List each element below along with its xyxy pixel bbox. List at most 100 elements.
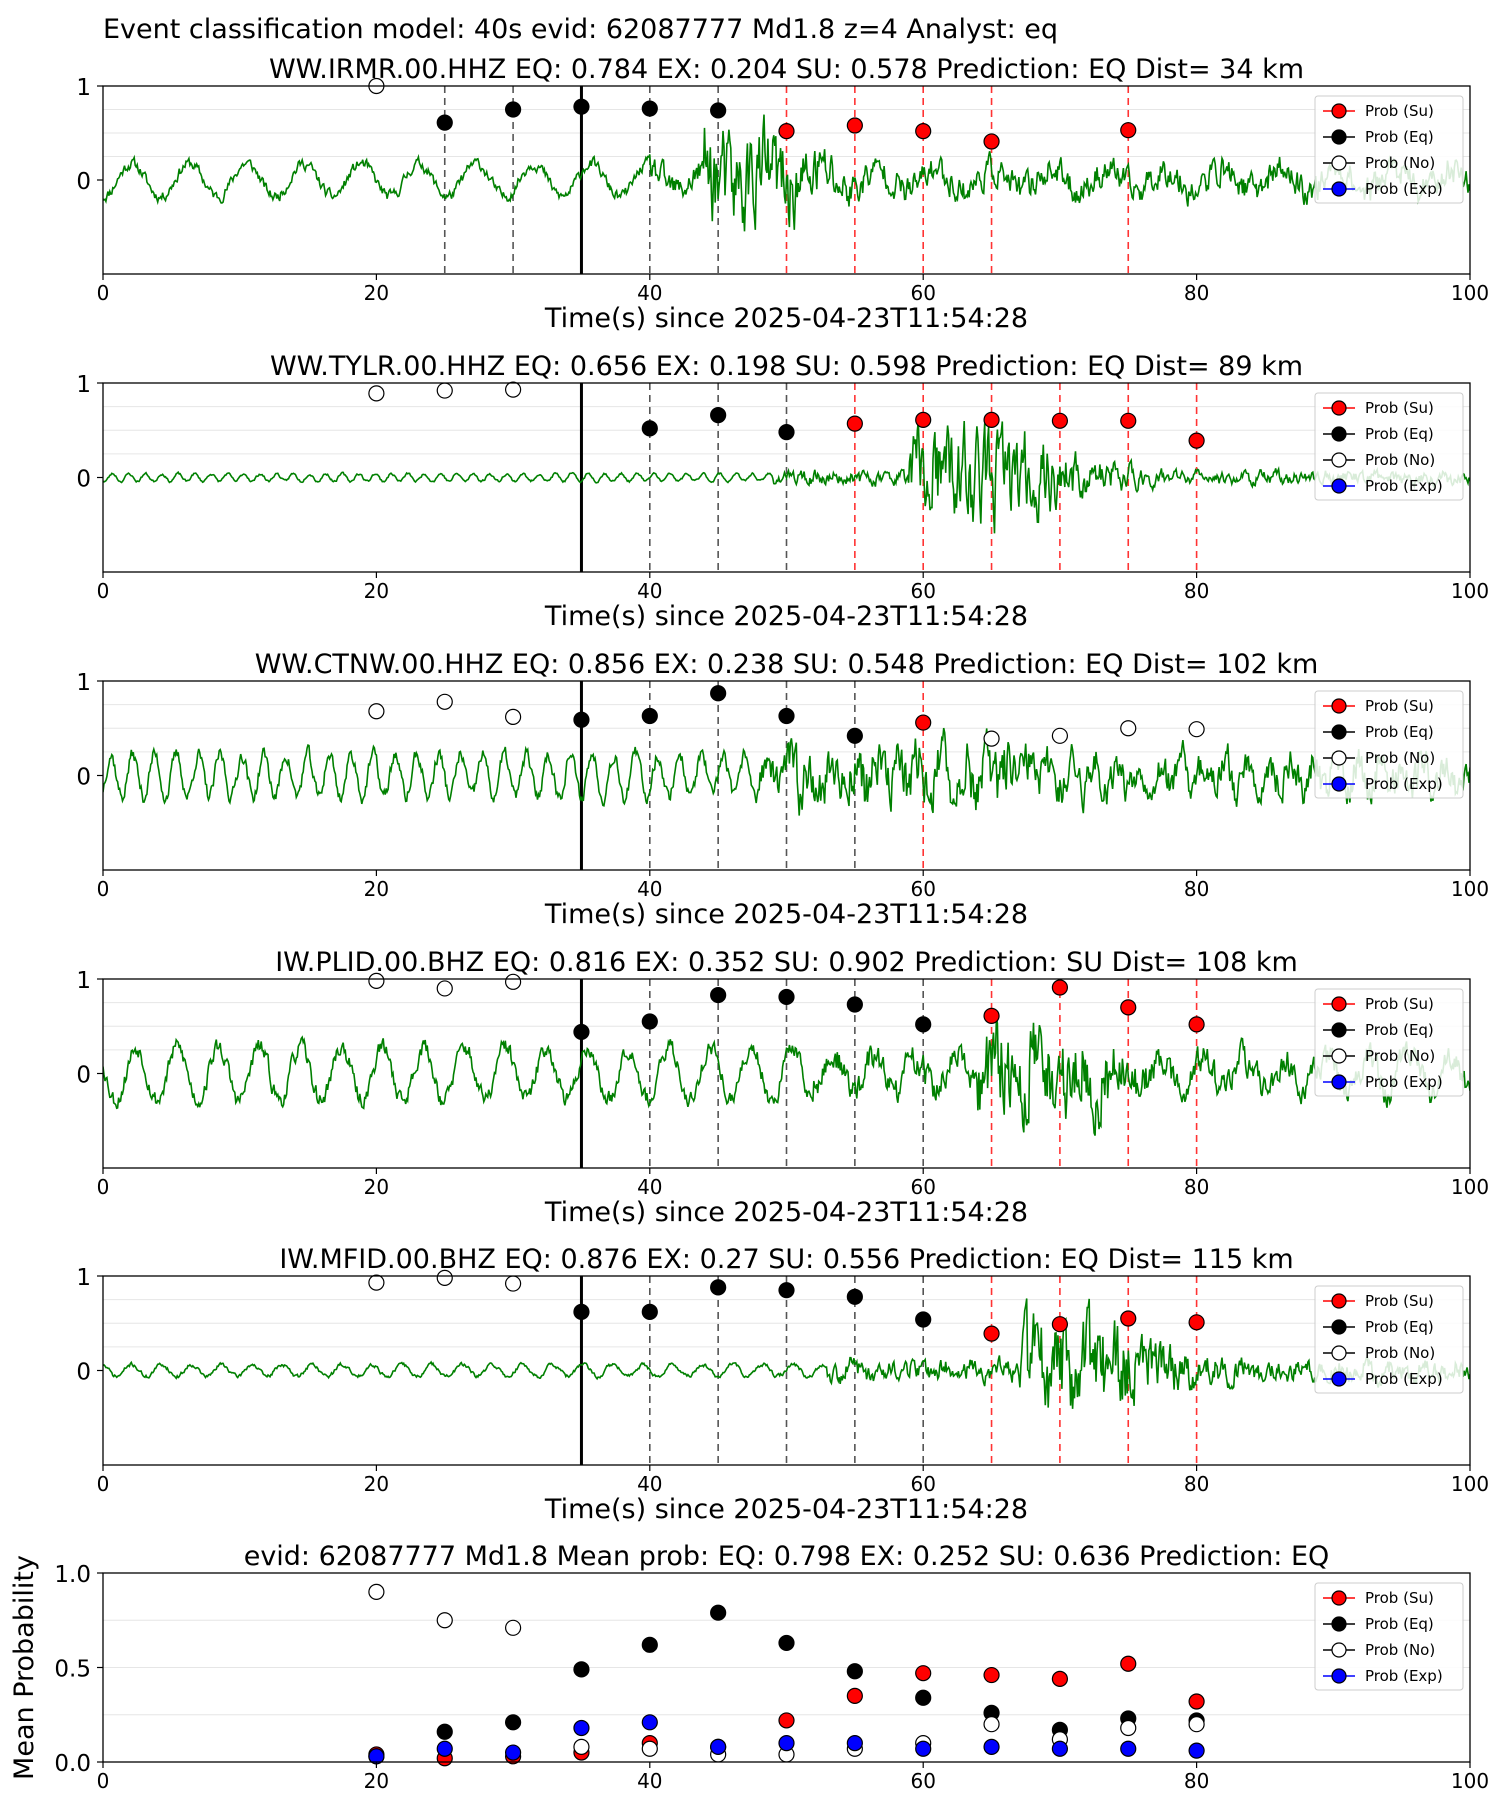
legend-frame <box>1314 988 1464 1097</box>
prob-point-no <box>368 703 385 720</box>
prob-point-su <box>846 415 863 432</box>
x-tick-label: 60 <box>910 579 935 603</box>
x-tick-label: 100 <box>1451 281 1489 305</box>
x-axis-label: Time(s) since 2025-04-23T11:54:28 <box>544 303 1028 334</box>
prob-point-su <box>983 133 1000 150</box>
legend: Prob (Su) Prob (Eq) Prob (No) Prob (Exp) <box>1314 95 1464 204</box>
prob-point-su <box>1051 412 1069 429</box>
x-tick-label: 100 <box>1451 1472 1489 1496</box>
legend-label-su: Prob (Su) <box>1365 399 1434 417</box>
prob-point-eq <box>710 986 727 1004</box>
prob-point-no <box>1120 720 1137 737</box>
x-tick-label: 20 <box>364 281 389 305</box>
chart-panel-2: WW.TYLR.00.HHZ EQ: 0.656 EX: 0.198 SU: 0… <box>76 351 1489 632</box>
prob-point-eq <box>573 711 590 728</box>
chart-panel-3: WW.CTNW.00.HHZ EQ: 0.856 EX: 0.238 SU: 0… <box>76 649 1489 930</box>
prob-point-no <box>368 1274 385 1291</box>
mean-prob-point-eq <box>436 1723 453 1740</box>
x-tick-label: 60 <box>910 1472 935 1496</box>
legend-marker-exp <box>1331 1074 1347 1090</box>
legend-label-su: Prob (Su) <box>1365 995 1434 1013</box>
y-tick-label: 0 <box>76 1063 91 1089</box>
legend-marker-no <box>1331 1048 1347 1064</box>
legend-label-exp: Prob (Exp) <box>1365 477 1443 495</box>
y-tick-label: 1 <box>76 968 91 994</box>
prob-point-no <box>436 980 453 997</box>
prob-point-eq <box>778 424 795 441</box>
legend-marker-eq <box>1331 1022 1347 1038</box>
prob-point-eq <box>710 1279 727 1296</box>
legend-marker-exp <box>1331 1668 1347 1684</box>
legend: Prob (Su) Prob (Eq) Prob (No) Prob (Exp) <box>1314 690 1464 799</box>
legend-label-eq: Prob (Eq) <box>1365 128 1434 146</box>
x-tick-label: 60 <box>910 1769 935 1793</box>
legend-marker-eq <box>1331 129 1347 145</box>
legend: Prob (Su) Prob (Eq) Prob (No) Prob (Exp) <box>1314 1285 1464 1394</box>
prob-point-su <box>1188 432 1205 449</box>
x-tick-label: 0 <box>97 579 110 603</box>
prob-point-su <box>915 714 932 731</box>
prob-point-eq <box>778 1282 795 1299</box>
panel-title: evid: 62087777 Md1.8 Mean prob: EQ: 0.79… <box>244 1541 1330 1572</box>
prob-point-eq <box>846 996 863 1013</box>
mean-prob-point-exp <box>436 1740 453 1757</box>
legend-marker-no <box>1331 1642 1347 1658</box>
mean-prob-point-su <box>846 1687 863 1704</box>
mean-prob-point-no <box>1188 1716 1205 1733</box>
mean-prob-point-su <box>983 1666 1000 1684</box>
mean-prob-point-eq <box>504 1714 522 1731</box>
mean-prob-point-exp <box>983 1738 1000 1755</box>
x-tick-label: 20 <box>364 1472 389 1496</box>
legend-label-su: Prob (Su) <box>1365 697 1434 715</box>
legend-label-eq: Prob (Eq) <box>1365 723 1434 741</box>
prob-point-su <box>1051 979 1069 996</box>
legend-label-eq: Prob (Eq) <box>1365 1318 1434 1336</box>
chart-panel-6: evid: 62087777 Md1.8 Mean prob: EQ: 0.79… <box>9 1541 1489 1793</box>
legend-marker-su <box>1331 1293 1347 1309</box>
prob-point-eq <box>710 685 727 702</box>
legend-marker-no <box>1331 452 1347 468</box>
waveform-trace <box>103 114 1470 232</box>
legend-marker-su <box>1331 996 1347 1012</box>
x-tick-label: 40 <box>637 877 662 901</box>
legend-marker-eq <box>1331 1319 1347 1335</box>
y-tick-label: 1.0 <box>54 1562 91 1588</box>
mean-prob-point-no <box>504 1619 522 1636</box>
panels: WW.IRMR.00.HHZ EQ: 0.784 EX: 0.204 SU: 0… <box>9 54 1489 1793</box>
mean-prob-point-no <box>983 1716 1000 1733</box>
prob-point-eq <box>573 1023 590 1041</box>
y-tick-label: 0 <box>76 467 91 493</box>
legend-marker-su <box>1331 103 1347 119</box>
x-axis-label: Time(s) since 2025-04-23T11:54:28 <box>544 1494 1028 1525</box>
prob-point-no <box>504 973 522 990</box>
legend-marker-eq <box>1331 426 1347 442</box>
prob-point-eq <box>641 1013 658 1030</box>
prob-point-eq <box>641 420 658 437</box>
legend-label-exp: Prob (Exp) <box>1365 1667 1443 1685</box>
prob-point-no <box>1188 721 1205 738</box>
legend-marker-su <box>1331 1590 1347 1606</box>
y-tick-label: 1 <box>76 75 91 101</box>
legend-marker-exp <box>1331 1371 1347 1387</box>
x-tick-label: 0 <box>97 1175 110 1199</box>
x-tick-label: 20 <box>364 1769 389 1793</box>
panel-title: IW.PLID.00.BHZ EQ: 0.816 EX: 0.352 SU: 0… <box>275 947 1298 978</box>
y-axis-label: Mean Probability <box>9 1555 40 1780</box>
waveform-trace <box>103 1298 1470 1409</box>
legend-frame <box>1314 1582 1464 1691</box>
plot-area <box>103 1276 1470 1465</box>
legend-label-no: Prob (No) <box>1365 1641 1435 1659</box>
mean-prob-point-exp <box>778 1734 795 1752</box>
x-tick-label: 100 <box>1451 1769 1489 1793</box>
chart-panel-1: WW.IRMR.00.HHZ EQ: 0.784 EX: 0.204 SU: 0… <box>76 54 1489 334</box>
plot-area <box>103 383 1470 572</box>
prob-point-eq <box>915 1016 932 1033</box>
prob-point-no <box>368 385 385 402</box>
mean-prob-point-eq <box>778 1634 795 1652</box>
x-tick-label: 80 <box>1184 1769 1209 1793</box>
mean-prob-point-su <box>1051 1670 1069 1687</box>
panel-title: WW.CTNW.00.HHZ EQ: 0.856 EX: 0.238 SU: 0… <box>255 649 1319 680</box>
legend-label-no: Prob (No) <box>1365 1047 1435 1065</box>
mean-prob-point-su <box>778 1712 795 1729</box>
